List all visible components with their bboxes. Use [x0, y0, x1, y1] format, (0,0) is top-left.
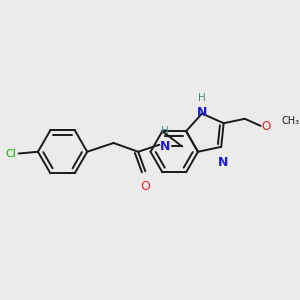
- Text: CH₃: CH₃: [282, 116, 300, 127]
- Text: O: O: [140, 180, 150, 193]
- Text: N: N: [218, 156, 228, 169]
- Text: Cl: Cl: [5, 148, 16, 158]
- Text: H: H: [198, 93, 206, 103]
- Text: O: O: [262, 120, 271, 133]
- Text: H: H: [161, 126, 169, 136]
- Text: N: N: [197, 106, 207, 119]
- Text: N: N: [159, 140, 170, 153]
